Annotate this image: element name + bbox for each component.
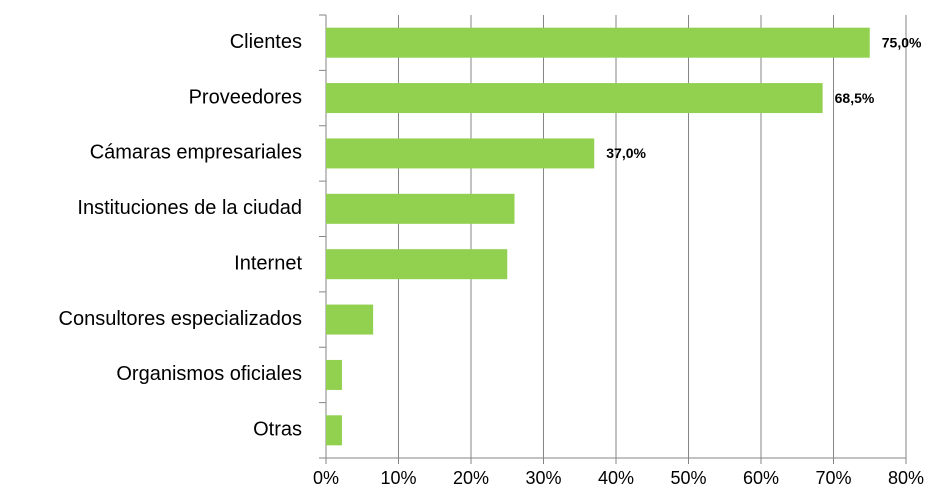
- bar: [326, 27, 870, 58]
- bar: [326, 83, 823, 114]
- x-tick-label: 0%: [313, 468, 339, 488]
- bar: [326, 415, 342, 446]
- y-tick-label: Otras: [253, 419, 302, 441]
- y-tick-label: Instituciones de la ciudad: [77, 197, 302, 219]
- y-tick-label: Clientes: [230, 31, 302, 53]
- x-tick-label: 20%: [453, 468, 489, 488]
- bar: [326, 249, 508, 280]
- x-tick-label: 30%: [525, 468, 561, 488]
- y-tick-label: Consultores especializados: [59, 308, 302, 330]
- bar: [326, 193, 515, 224]
- value-label: 75,0%: [882, 34, 922, 50]
- x-tick-label: 40%: [598, 468, 634, 488]
- x-tick-label: 80%: [888, 468, 924, 488]
- x-tick-label: 60%: [743, 468, 779, 488]
- y-tick-label: Internet: [234, 252, 302, 274]
- bar: [326, 359, 342, 390]
- bar: [326, 138, 595, 169]
- value-label: 37,0%: [606, 145, 646, 161]
- y-tick-label: Organismos oficiales: [116, 363, 302, 385]
- value-label: 68,5%: [835, 90, 875, 106]
- x-tick-label: 10%: [380, 468, 416, 488]
- y-tick-label: Proveedores: [189, 86, 302, 108]
- bar: [326, 304, 374, 335]
- x-tick-label: 50%: [670, 468, 706, 488]
- y-tick-label: Cámaras empresariales: [90, 142, 302, 164]
- x-tick-label: 70%: [815, 468, 851, 488]
